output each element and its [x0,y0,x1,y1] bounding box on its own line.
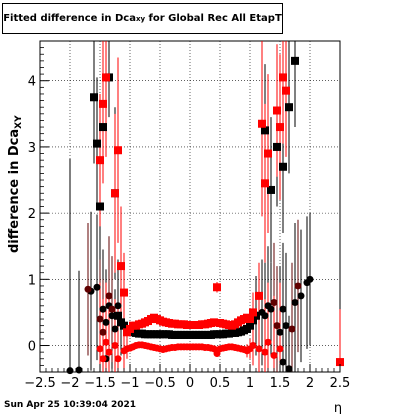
timestamp: Sun Apr 25 10:39:04 2021 [4,400,137,410]
data-point-circle [279,305,287,313]
y-tick-label: 0 [28,340,36,355]
data-point-square [249,308,257,317]
data-point-circle [111,342,119,350]
x-tick-label: 1 [246,376,254,391]
data-point-circle [282,322,290,330]
data-point-circle [99,328,107,336]
data-point-square [93,139,101,148]
x-tick-label: −2.5 [24,376,56,391]
data-point-square [258,119,266,128]
data-point-circle [105,348,113,356]
x-tick-label: 1.5 [270,376,291,391]
data-point-circle [108,312,116,320]
data-point-circle [276,345,284,353]
data-point-square [264,149,272,158]
data-point-square [96,202,104,211]
data-point-square [285,103,293,112]
data-point-circle [114,302,122,310]
data-point-square [279,73,287,82]
y-tick-label: 2 [28,207,36,222]
data-point-circle [264,338,272,346]
data-point-square [267,185,275,194]
data-point-circle [99,355,107,363]
data-point-square [114,311,122,320]
x-tick-label: 0 [186,376,194,391]
data-point-circle [291,298,299,306]
data-point-square [96,156,104,165]
y-axis-ticks: 0 1 2 3 4 [28,40,49,373]
data-point-square [261,126,269,135]
data-point-circle [102,318,110,326]
data-point-circle [267,305,275,313]
x-tick-label: 2 [306,376,314,391]
data-point-circle [99,305,107,313]
data-point-square [117,262,125,271]
data-point-square [273,142,281,151]
data-point-square [114,146,122,155]
data-point-circle [273,322,281,330]
data-point-square [99,99,107,108]
x-axis-ticks: −2.5 −2 −1.5 −1 −0.5 0 0.5 1 1.5 2 2.5 [24,364,350,391]
data-point-circle [96,345,104,353]
data-point-circle [108,305,116,313]
data-point-square [291,56,299,65]
x-tick-label: 0.5 [210,376,231,391]
data-point-circle [270,298,278,306]
data-point-square [261,179,269,188]
data-point-square [111,189,119,198]
data-point-square [246,321,254,330]
data-point-square [246,315,254,324]
y-axis-label: difference in DcaXY [7,115,24,253]
data-point-circle [96,315,104,323]
data-point-square [276,123,284,132]
data-point-square [90,93,98,102]
data-point-circle [93,283,101,291]
x-axis-label: η [334,401,342,414]
data-point-circle [102,338,110,346]
x-tick-label: −0.5 [144,376,176,391]
data-point-circle [249,342,257,350]
data-point-circle [297,292,305,300]
data-point-circle [114,355,122,363]
data-point-circle [270,351,278,359]
data-point-circle [261,348,269,356]
data-point-square [99,123,107,132]
data-markers [66,56,344,375]
data-point-square [210,318,218,327]
data-point-square [273,106,281,115]
data-point-circle [84,285,92,293]
data-point-circle [261,312,269,320]
x-tick-label: −1 [120,376,139,391]
data-point-circle [285,365,293,373]
data-point-square [120,288,128,297]
data-point-square [282,86,290,95]
data-point-circle [255,345,263,353]
data-point-circle [306,275,314,283]
data-point-square [279,162,287,171]
data-point-square [336,358,344,367]
data-point-circle [111,325,119,333]
x-tick-label: −1.5 [84,376,116,391]
data-point-circle [276,328,284,336]
data-point-circle [294,282,302,290]
chart-title: Fitted difference in Dca xy for Global Re… [2,3,283,34]
y-tick-label: 4 [28,75,36,90]
data-point-square [102,73,110,82]
y-tick-label: 1 [28,273,36,288]
data-point-square [120,321,128,330]
x-tick-label: −2 [60,376,79,391]
data-point-circle [279,358,287,366]
data-point-circle [105,292,113,300]
data-point-circle [75,366,83,374]
data-point-square [255,291,263,300]
data-point-circle [288,325,296,333]
x-tick-label: 2.5 [330,376,351,391]
y-tick-label: 3 [28,141,36,156]
data-point-square [213,283,221,292]
